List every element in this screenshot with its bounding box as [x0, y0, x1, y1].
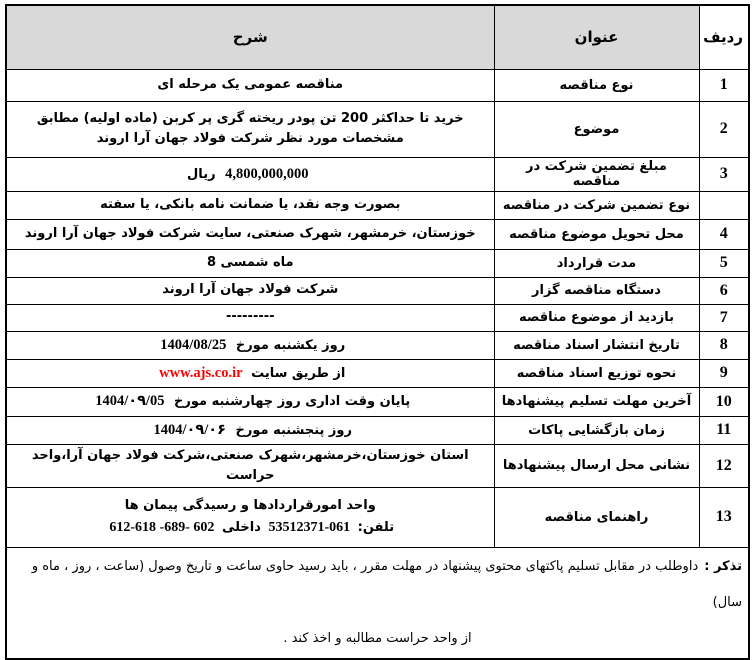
- distribution-text: از طریق سایت: [251, 365, 346, 381]
- header-row-number: ردیف: [698, 4, 750, 70]
- row-number-cell: 5: [698, 248, 750, 278]
- desc-cell: ---------: [5, 303, 495, 332]
- deadline-day-text: پایان وقت اداری روز چهارشنبه مورخ: [174, 394, 411, 410]
- row-number-cell: 12: [698, 443, 750, 488]
- currency-label: ریال: [187, 166, 216, 182]
- extension-numbers: 602 -689- 612-618: [109, 519, 215, 535]
- row-number-cell: 3: [698, 156, 750, 192]
- table-row: 12 نشانی محل ارسال پیشنهادها استان خوزست…: [5, 443, 750, 488]
- row-number-cell: 11: [698, 415, 750, 445]
- table-row: 8 تاریخ انتشار اسناد مناقصه روز یکشنبه م…: [5, 330, 750, 360]
- row-number-cell: 2: [698, 100, 750, 158]
- website-link[interactable]: www.ajs.co.ir: [159, 364, 243, 381]
- tender-document-page: ردیف عنوان شرح 1 نوع مناقصه مناقصه عمومی…: [5, 4, 750, 660]
- header-description: شرح: [5, 4, 495, 70]
- row-number-cell: 4: [698, 218, 750, 250]
- row-number-cell: 10: [698, 386, 750, 417]
- title-cell: دستگاه مناقصه گزار: [493, 276, 700, 305]
- title-cell: محل تحویل موضوع مناقصه: [493, 218, 700, 250]
- guarantee-amount: 4,800,000,000: [225, 165, 309, 182]
- header-title: عنوان: [493, 4, 700, 70]
- table-row: 6 دستگاه مناقصه گزار شرکت فولاد جهان آرا…: [5, 276, 750, 305]
- desc-cell: روز پنجشنبه مورخ 1404/۰۹/۰۶: [5, 415, 495, 445]
- table-row: نوع تضمین شرکت در مناقصه بصورت وجه نقد، …: [5, 190, 750, 220]
- title-cell: نوع تضمین شرکت در مناقصه: [493, 190, 700, 220]
- row-number-cell: 13: [698, 486, 750, 548]
- note-text-1: داوطلب در مقابل تسلیم پاکتهای محتوی پیشن…: [31, 558, 742, 610]
- row-number-cell: 9: [698, 358, 750, 388]
- table-row: 5 مدت قرارداد 8 ماه شمسی: [5, 248, 750, 278]
- note-line-1: تذکر :داوطلب در مقابل تسلیم پاکتهای محتو…: [13, 549, 742, 621]
- table-row: 3 مبلغ تضمین شرکت در مناقصه 4,800,000,00…: [5, 156, 750, 192]
- title-cell: موضوع: [493, 100, 700, 158]
- table-row: 9 نحوه توزیع اسناد مناقصه از طریق سایت w…: [5, 358, 750, 388]
- desc-cell: واحد امورقراردادها و رسیدگی پیمان ها تلف…: [5, 486, 495, 548]
- desc-cell: بصورت وجه نقد، یا ضمانت نامه بانکی، یا س…: [5, 190, 495, 220]
- title-cell: نحوه توزیع اسناد مناقصه: [493, 358, 700, 388]
- row-number-cell: 1: [698, 68, 750, 102]
- title-cell: نشانی محل ارسال پیشنهادها: [493, 443, 700, 488]
- phone-label: تلفن:: [357, 519, 395, 535]
- row-number-cell: 8: [698, 330, 750, 360]
- desc-cell: مناقصه عمومی یک مرحله ای: [5, 68, 495, 102]
- title-cell: مدت قرارداد: [493, 248, 700, 278]
- table-row: 10 آخرین مهلت تسلیم پیشنهادها پایان وقت …: [5, 386, 750, 417]
- phone-number: 061-53512371: [268, 519, 351, 535]
- desc-cell: از طریق سایت www.ajs.co.ir: [5, 358, 495, 388]
- title-cell: تاریخ انتشار اسناد مناقصه: [493, 330, 700, 360]
- row-number-cell: [698, 190, 750, 220]
- extension-label: داخلی: [221, 519, 261, 535]
- desc-cell: 8 ماه شمسی: [5, 248, 495, 278]
- note-label: تذکر :: [704, 558, 742, 574]
- title-cell: زمان بازگشایی پاکات: [493, 415, 700, 445]
- table-row: 4 محل تحویل موضوع مناقصه خوزستان، خرمشهر…: [5, 218, 750, 250]
- table-row: 7 بازدید از موضوع مناقصه ---------: [5, 303, 750, 332]
- contact-unit-line: واحد امورقراردادها و رسیدگی پیمان ها: [124, 498, 376, 514]
- deadline-date: 1404/۰۹/05: [95, 393, 165, 410]
- desc-cell: خرید تا حداکثر 200 تن پودر ریخته گری پر …: [5, 100, 495, 158]
- tender-table: ردیف عنوان شرح 1 نوع مناقصه مناقصه عمومی…: [5, 4, 750, 660]
- phone-line: تلفن: 061-53512371 داخلی 602 -689- 612-6…: [13, 517, 488, 539]
- desc-cell: روز یکشنبه مورخ 1404/08/25: [5, 330, 495, 360]
- opening-date: 1404/۰۹/۰۶: [153, 421, 226, 438]
- footer-note-cell: تذکر :داوطلب در مقابل تسلیم پاکتهای محتو…: [5, 546, 750, 660]
- desc-cell: پایان وقت اداری روز چهارشنبه مورخ 1404/۰…: [5, 386, 495, 417]
- table-row: 2 موضوع خرید تا حداکثر 200 تن پودر ریخته…: [5, 100, 750, 158]
- note-line-2: از واحد حراست مطالبه و اخذ کند .: [283, 630, 472, 646]
- title-cell: نوع مناقصه: [493, 68, 700, 102]
- row-number-cell: 7: [698, 303, 750, 332]
- desc-cell: شرکت فولاد جهان آرا اروند: [5, 276, 495, 305]
- publish-date: 1404/08/25: [160, 336, 227, 353]
- desc-cell: خوزستان، خرمشهر، شهرک صنعتی، سایت شرکت ف…: [5, 218, 495, 250]
- desc-cell: 4,800,000,000 ریال: [5, 156, 495, 192]
- opening-day-text: روز پنجشنبه مورخ: [235, 422, 352, 438]
- title-cell: مبلغ تضمین شرکت در مناقصه: [493, 156, 700, 192]
- publish-day-text: روز یکشنبه مورخ: [235, 337, 346, 353]
- title-cell: راهنمای مناقصه: [493, 486, 700, 548]
- table-row: 11 زمان بازگشایی پاکات روز پنجشنبه مورخ …: [5, 415, 750, 445]
- title-cell: آخرین مهلت تسلیم پیشنهادها: [493, 386, 700, 417]
- table-row: 1 نوع مناقصه مناقصه عمومی یک مرحله ای: [5, 68, 750, 102]
- row-number-cell: 6: [698, 276, 750, 305]
- desc-cell: استان خوزستان،خرمشهر،شهرک صنعتی،شرکت فول…: [5, 443, 495, 488]
- table-header-row: ردیف عنوان شرح: [5, 4, 750, 70]
- title-cell: بازدید از موضوع مناقصه: [493, 303, 700, 332]
- table-row: 13 راهنمای مناقصه واحد امورقراردادها و ر…: [5, 486, 750, 548]
- footer-note-row: تذکر :داوطلب در مقابل تسلیم پاکتهای محتو…: [5, 546, 750, 660]
